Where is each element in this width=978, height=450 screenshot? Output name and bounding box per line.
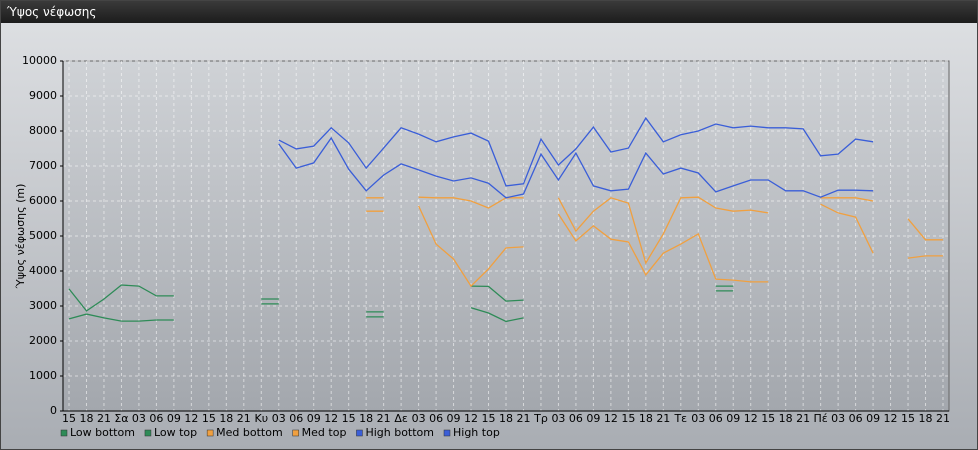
x-tick-label: 06 <box>429 412 443 425</box>
x-tick-label: 06 <box>849 412 863 425</box>
x-tick-label: 12 <box>884 412 898 425</box>
series-line <box>278 116 874 187</box>
x-tick-label: 15 <box>761 412 775 425</box>
legend-label: High top <box>453 426 500 439</box>
x-tick-label: Σα <box>114 412 128 425</box>
x-tick-label: 21 <box>936 412 950 425</box>
series-line <box>366 203 943 288</box>
x-tick-label: 09 <box>167 412 181 425</box>
x-tick-label: 06 <box>149 412 163 425</box>
y-tick-label: 2000 <box>29 334 57 347</box>
legend-label: Med bottom <box>216 426 283 439</box>
x-tick-label: 18 <box>919 412 933 425</box>
x-tick-label: 06 <box>709 412 723 425</box>
x-tick-label: 18 <box>79 412 93 425</box>
x-tick-label: 09 <box>586 412 600 425</box>
x-tick-label: 03 <box>412 412 426 425</box>
legend-label: Low bottom <box>70 426 135 439</box>
x-tick-label: 21 <box>796 412 810 425</box>
series-line <box>278 136 874 199</box>
x-tick-label: 06 <box>289 412 303 425</box>
y-tick-label: 0 <box>50 404 57 417</box>
x-tick-label: Κυ <box>254 412 268 425</box>
y-tick-label: 4000 <box>29 264 57 277</box>
y-tick-label: 3000 <box>29 299 57 312</box>
x-tick-label: 03 <box>272 412 286 425</box>
y-tick-label: 8000 <box>29 124 57 137</box>
x-tick-label: 15 <box>482 412 496 425</box>
x-tick-label: Δε <box>394 412 408 425</box>
x-tick-label: 03 <box>132 412 146 425</box>
y-tick-label: 1000 <box>29 369 57 382</box>
x-tick-label: 18 <box>359 412 373 425</box>
x-tick-label: 21 <box>656 412 670 425</box>
legend-label: Med top <box>302 426 347 439</box>
x-tick-label: 18 <box>779 412 793 425</box>
x-tick-label: 15 <box>62 412 76 425</box>
x-tick-label: 18 <box>639 412 653 425</box>
series-line <box>68 290 734 323</box>
x-tick-label: 15 <box>621 412 635 425</box>
chart: Ύψος νέφωσης (m) 0 1000 2000 3000 4000 5000 60… <box>14 54 950 439</box>
x-tick-label: 09 <box>726 412 740 425</box>
x-tick-label: 15 <box>342 412 356 425</box>
x-tick-label: 15 <box>202 412 216 425</box>
x-tick-label: 03 <box>691 412 705 425</box>
x-tick-label: 12 <box>464 412 478 425</box>
x-tick-label: 12 <box>184 412 198 425</box>
x-tick-label: 15 <box>901 412 915 425</box>
y-tick-label: 9000 <box>29 89 57 102</box>
x-tick-label: 12 <box>604 412 618 425</box>
x-tick-label: 12 <box>324 412 338 425</box>
x-tick-label: 09 <box>447 412 461 425</box>
x-tick-label: 18 <box>499 412 513 425</box>
series-line <box>366 196 943 265</box>
x-tick-label: 21 <box>97 412 111 425</box>
y-tick-label: 6000 <box>29 194 57 207</box>
x-tick-label: 09 <box>307 412 321 425</box>
x-tick-label: 12 <box>744 412 758 425</box>
window-title: Ύψος νέφωσης <box>1 1 977 23</box>
y-tick-label: 5000 <box>29 229 57 242</box>
y-tick-label: 7000 <box>29 159 57 172</box>
x-tick-label: 21 <box>377 412 391 425</box>
series-line <box>68 284 734 313</box>
x-tick-label: 09 <box>866 412 880 425</box>
legend-swatch <box>443 429 451 437</box>
legend-label: Low top <box>154 426 197 439</box>
x-tick-label: 06 <box>569 412 583 425</box>
legend-swatch <box>206 429 214 437</box>
x-tick-label: Τε <box>673 412 687 425</box>
x-tick-label: 03 <box>551 412 565 425</box>
legend-swatch <box>60 429 68 437</box>
legend-swatch <box>144 429 152 437</box>
x-tick-label: Πέ <box>814 412 828 425</box>
x-tick-label: 03 <box>831 412 845 425</box>
x-tick-label: Τρ <box>533 412 548 425</box>
y-tick-label: 10000 <box>22 54 57 67</box>
x-tick-label: 18 <box>219 412 233 425</box>
x-tick-label: 21 <box>516 412 530 425</box>
x-tick-label: 21 <box>237 412 251 425</box>
legend-label: High bottom <box>365 426 434 439</box>
legend-swatch <box>356 429 363 437</box>
y-axis-label: Ύψος νέφωσης (m) <box>14 184 27 290</box>
legend-swatch <box>292 429 299 437</box>
